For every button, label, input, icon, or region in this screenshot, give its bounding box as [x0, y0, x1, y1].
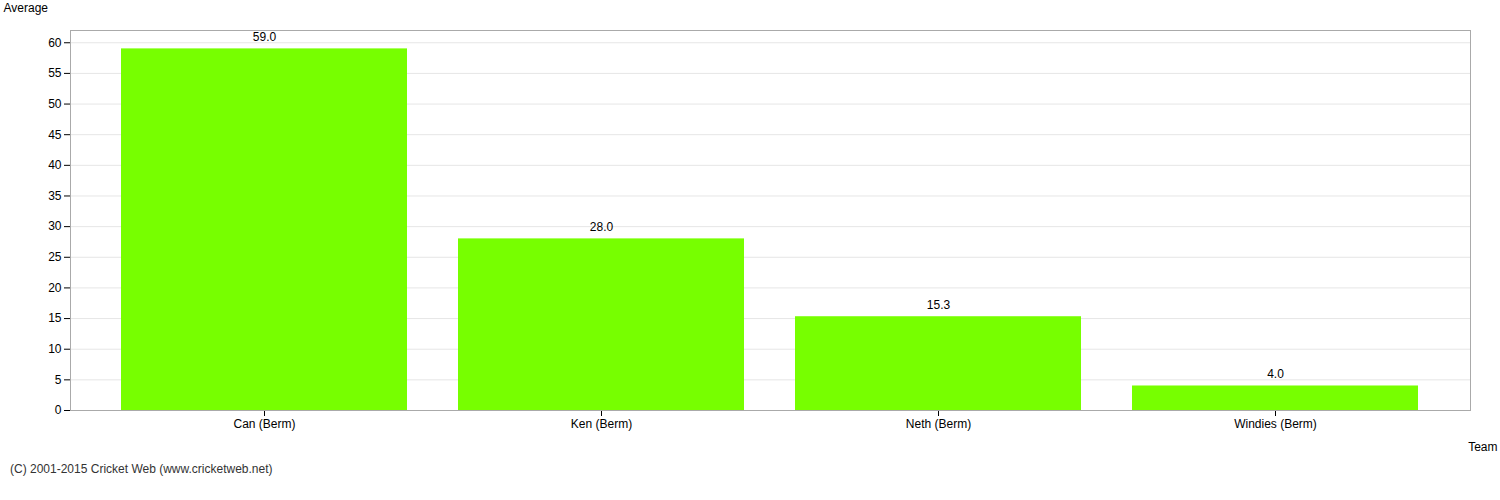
- svg-text:50: 50: [48, 97, 62, 111]
- svg-text:Can (Berm): Can (Berm): [233, 417, 295, 431]
- svg-text:Team: Team: [1468, 440, 1497, 454]
- svg-text:30: 30: [48, 219, 62, 233]
- svg-text:55: 55: [48, 66, 62, 80]
- svg-text:Neth (Berm): Neth (Berm): [906, 417, 971, 431]
- svg-text:15: 15: [48, 311, 62, 325]
- svg-text:35: 35: [48, 189, 62, 203]
- svg-text:45: 45: [48, 128, 62, 142]
- svg-text:Ken (Berm): Ken (Berm): [571, 417, 632, 431]
- svg-text:10: 10: [48, 342, 62, 356]
- svg-text:4.0: 4.0: [1267, 367, 1284, 381]
- svg-text:40: 40: [48, 158, 62, 172]
- svg-text:59.0: 59.0: [253, 30, 277, 44]
- svg-text:20: 20: [48, 281, 62, 295]
- svg-text:28.0: 28.0: [590, 220, 614, 234]
- svg-text:Windies (Berm): Windies (Berm): [1234, 417, 1317, 431]
- html-text:(C) 2001-2015 Cricket Web (www: (C) 2001-2015 Cricket Web (www.cricketwe…: [10, 462, 273, 476]
- svg-text:25: 25: [48, 250, 62, 264]
- svg-text:5: 5: [55, 373, 62, 387]
- svg-text:15.3: 15.3: [927, 298, 951, 312]
- svg-text:Average: Average: [4, 1, 49, 15]
- svg-text:0: 0: [55, 403, 62, 417]
- svg-text:60: 60: [48, 36, 62, 50]
